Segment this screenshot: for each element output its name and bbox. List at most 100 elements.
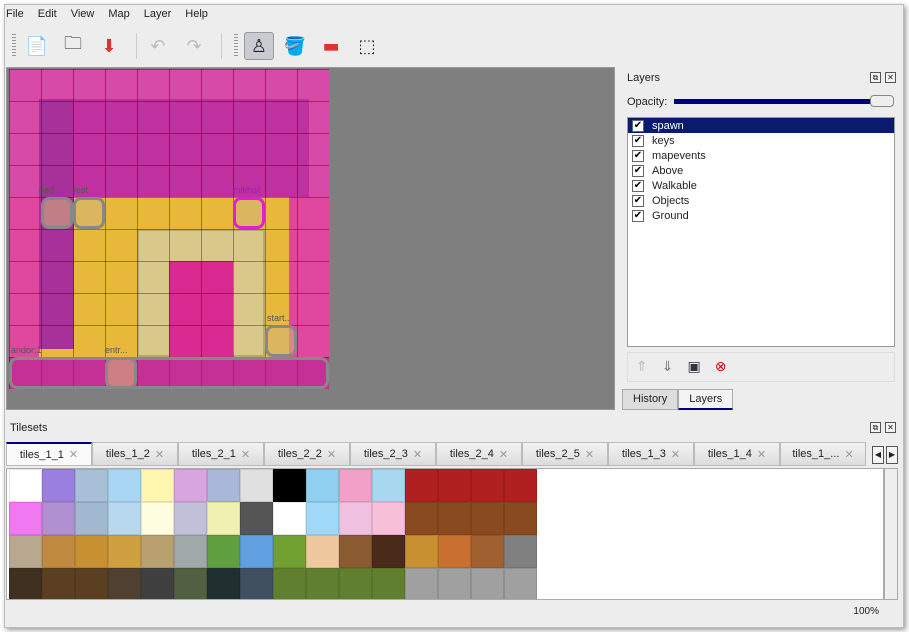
- map-object-mikhail[interactable]: [233, 197, 265, 229]
- tile[interactable]: [174, 535, 207, 568]
- tile[interactable]: [75, 469, 108, 502]
- tile[interactable]: [207, 568, 240, 599]
- save-icon[interactable]: ⬇: [101, 35, 117, 57]
- map-object-rest[interactable]: [73, 197, 105, 229]
- tile[interactable]: [372, 535, 405, 568]
- tile[interactable]: [174, 502, 207, 535]
- tile[interactable]: [306, 502, 339, 535]
- close-tab-icon[interactable]: ✕: [498, 447, 509, 461]
- menu-edit[interactable]: Edit: [37, 8, 57, 20]
- tileset-tab[interactable]: tiles_2_5 ✕: [522, 442, 608, 466]
- tile[interactable]: [438, 502, 471, 535]
- menu-file[interactable]: File: [6, 8, 24, 20]
- visibility-checkbox[interactable]: ✔: [632, 119, 644, 132]
- tile[interactable]: [471, 568, 504, 599]
- map-canvas[interactable]: bed rest mikhail start.. andor:1 entr...: [9, 69, 329, 389]
- tile[interactable]: [9, 568, 42, 599]
- map-object-andor[interactable]: [9, 357, 329, 389]
- tile[interactable]: [504, 469, 537, 502]
- tile[interactable]: [174, 568, 207, 599]
- visibility-checkbox[interactable]: ✔: [632, 179, 644, 192]
- tileset-tab[interactable]: tiles_1_2 ✕: [92, 442, 178, 466]
- tile[interactable]: [339, 469, 372, 502]
- tile[interactable]: [108, 535, 141, 568]
- tile[interactable]: [207, 502, 240, 535]
- tile[interactable]: [438, 535, 471, 568]
- duplicate-layer-icon[interactable]: ▣: [687, 359, 701, 375]
- tile[interactable]: [273, 502, 306, 535]
- opacity-slider-handle[interactable]: [870, 95, 894, 107]
- tile[interactable]: [438, 568, 471, 599]
- tile[interactable]: [9, 469, 42, 502]
- tile[interactable]: [108, 568, 141, 599]
- map-view[interactable]: bed rest mikhail start.. andor:1 entr...: [6, 67, 615, 410]
- tile[interactable]: [339, 502, 372, 535]
- tileset-tab[interactable]: tiles_2_1 ✕: [178, 442, 264, 466]
- tile[interactable]: [174, 469, 207, 502]
- tile[interactable]: [207, 535, 240, 568]
- delete-layer-icon[interactable]: ⊗: [714, 359, 727, 375]
- map-object-entr[interactable]: [105, 357, 137, 389]
- menu-help[interactable]: Help: [185, 8, 208, 20]
- close-icon[interactable]: ✕: [885, 422, 896, 433]
- float-icon[interactable]: ⧉: [870, 72, 881, 83]
- tile[interactable]: [9, 502, 42, 535]
- tile[interactable]: [42, 568, 75, 599]
- layer-row[interactable]: ✔ spawn: [628, 118, 894, 133]
- tileset-tab[interactable]: tiles_1_3 ✕: [608, 442, 694, 466]
- tab-history[interactable]: History: [622, 389, 679, 410]
- tile[interactable]: [9, 535, 42, 568]
- tile[interactable]: [306, 535, 339, 568]
- toolbar-grip[interactable]: [234, 34, 238, 58]
- menu-view[interactable]: View: [70, 8, 95, 20]
- tile[interactable]: [273, 535, 306, 568]
- tab-scroll-left-icon[interactable]: ◀: [872, 446, 884, 464]
- stamp-brush-icon[interactable]: ♙: [244, 32, 274, 60]
- tile[interactable]: [273, 469, 306, 502]
- menu-layer[interactable]: Layer: [143, 8, 172, 20]
- tile[interactable]: [141, 535, 174, 568]
- open-icon[interactable]: 🗀: [64, 33, 82, 54]
- tile[interactable]: [108, 469, 141, 502]
- move-layer-down-icon[interactable]: ⇓: [661, 359, 674, 375]
- tileset-tab[interactable]: tiles_2_4 ✕: [436, 442, 522, 466]
- move-layer-up-icon[interactable]: ⇑: [636, 359, 648, 375]
- map-object-bed[interactable]: [41, 197, 73, 229]
- tile[interactable]: [240, 502, 273, 535]
- close-tab-icon[interactable]: ✕: [154, 447, 165, 461]
- tile[interactable]: [405, 568, 438, 599]
- rect-select-icon[interactable]: ⬚: [358, 35, 376, 57]
- tile[interactable]: [504, 502, 537, 535]
- layer-row[interactable]: ✔ keys: [628, 133, 894, 148]
- visibility-checkbox[interactable]: ✔: [632, 194, 644, 207]
- eraser-icon[interactable]: ▬: [322, 35, 340, 57]
- tile[interactable]: [471, 469, 504, 502]
- tile[interactable]: [42, 469, 75, 502]
- close-tab-icon[interactable]: ✕: [844, 447, 854, 461]
- opacity-slider[interactable]: [674, 99, 872, 104]
- tile[interactable]: [240, 535, 273, 568]
- tile[interactable]: [405, 469, 438, 502]
- close-icon[interactable]: ✕: [885, 72, 896, 83]
- tile[interactable]: [339, 568, 372, 599]
- tileset-scrollbar[interactable]: [884, 468, 898, 600]
- tile[interactable]: [240, 568, 273, 599]
- tile[interactable]: [141, 469, 174, 502]
- tile[interactable]: [372, 469, 405, 502]
- close-tab-icon[interactable]: ✕: [68, 448, 79, 461]
- tile[interactable]: [438, 469, 471, 502]
- tile[interactable]: [141, 502, 174, 535]
- visibility-checkbox[interactable]: ✔: [632, 149, 644, 162]
- tile[interactable]: [240, 469, 273, 502]
- toolbar-grip[interactable]: [12, 34, 16, 58]
- tile[interactable]: [504, 535, 537, 568]
- layer-row[interactable]: ✔ Above: [628, 163, 894, 178]
- tileset-tab[interactable]: tiles_1_1 ✕: [6, 442, 92, 466]
- close-tab-icon[interactable]: ✕: [326, 447, 337, 461]
- tile[interactable]: [207, 469, 240, 502]
- tile[interactable]: [75, 502, 108, 535]
- close-tab-icon[interactable]: ✕: [584, 447, 595, 461]
- bucket-fill-icon[interactable]: 🪣: [283, 35, 307, 57]
- tile[interactable]: [372, 568, 405, 599]
- tile[interactable]: [372, 502, 405, 535]
